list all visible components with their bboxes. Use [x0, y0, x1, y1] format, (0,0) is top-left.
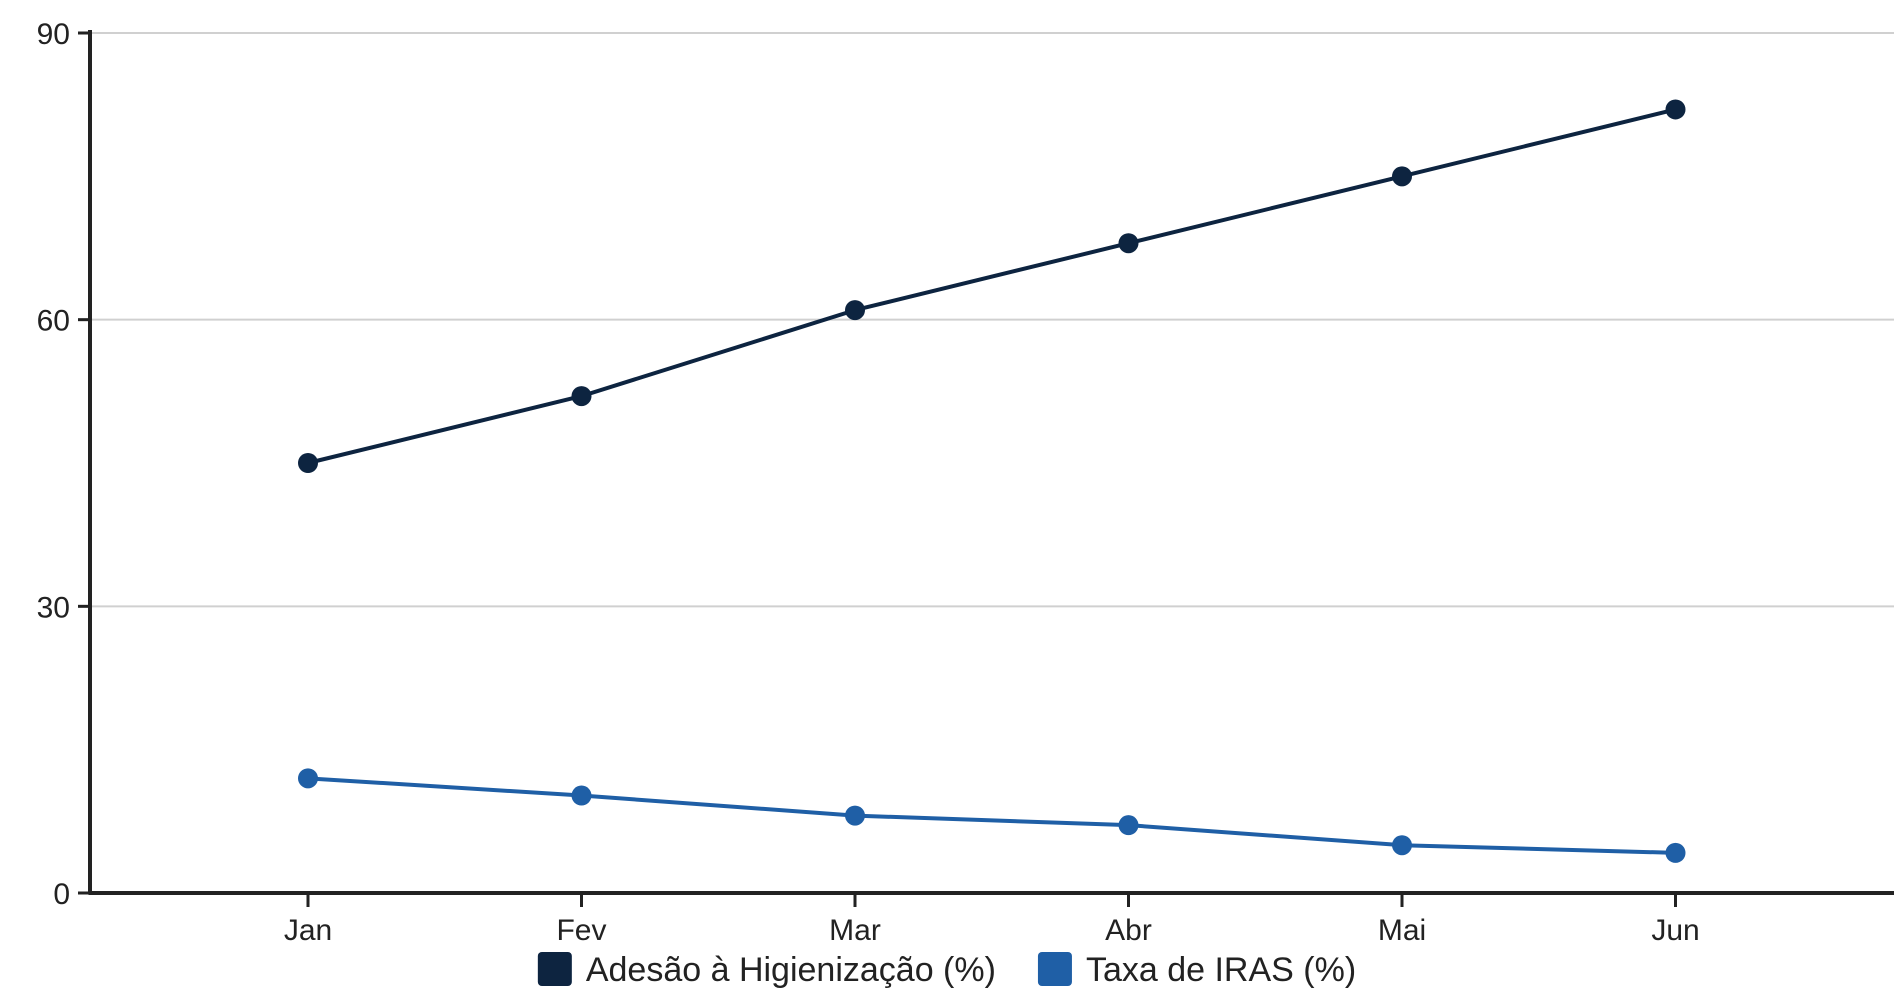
y-tick-label: 90 — [37, 18, 70, 51]
y-tick-label: 0 — [53, 878, 70, 911]
data-point-s2-jun — [1665, 842, 1686, 863]
series-lines — [307, 107, 1676, 855]
data-point-s1-mar — [845, 300, 865, 321]
axes — [88, 30, 1894, 895]
data-point-s2-jan — [298, 768, 318, 789]
data-point-s1-jan — [298, 453, 318, 473]
legend-label: Adesão à Higienização (%) — [586, 951, 996, 988]
y-tick-label: 60 — [37, 305, 70, 338]
data-point-s1-mai — [1392, 166, 1412, 187]
data-point-s1-fev — [571, 386, 592, 407]
series-line-2 — [307, 776, 1676, 855]
data-points — [298, 99, 1686, 863]
grid-lines — [90, 32, 1894, 608]
legend-swatch-1 — [537, 952, 572, 986]
data-point-s1-abr — [1118, 233, 1139, 254]
x-tick-label: Mai — [1378, 914, 1426, 947]
legend-label: Taxa de IRAS (%) — [1086, 951, 1356, 988]
y-axis-ticks: 0 30 60 90 — [37, 18, 90, 911]
x-axis-ticks: Jan Fev Mar Abr Mai Jun — [284, 893, 1700, 947]
data-point-s2-abr — [1118, 815, 1139, 836]
legend: Adesão à Higienização (%) Taxa de IRAS (%… — [537, 951, 1356, 988]
series-line-1 — [307, 107, 1676, 465]
x-tick-label: Jan — [284, 914, 332, 947]
data-point-s2-mar — [845, 805, 865, 826]
x-tick-label: Abr — [1105, 914, 1152, 947]
y-tick-label: 30 — [37, 591, 70, 624]
legend-swatch-2 — [1037, 952, 1072, 986]
x-tick-label: Jun — [1651, 914, 1699, 947]
x-tick-label: Mar — [829, 914, 881, 947]
data-point-s2-fev — [571, 785, 592, 806]
data-point-s2-mai — [1392, 835, 1412, 856]
data-point-s1-jun — [1665, 99, 1686, 120]
x-tick-label: Fev — [556, 914, 606, 947]
